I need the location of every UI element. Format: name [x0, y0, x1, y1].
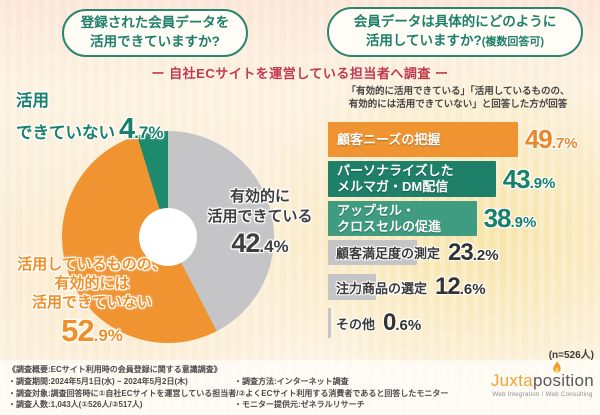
logo-tagline: Web Integration / Web Consulting — [492, 391, 593, 398]
bar-fill — [328, 308, 331, 338]
bubble-left-line1: 登録された会員データを — [80, 15, 230, 31]
bubble-right-note: (複数回答可) — [481, 36, 545, 48]
pie-label-not-used-line2: できていない — [16, 123, 115, 142]
survey-line1: 《調査概要:ECサイト利用時の会員登録に関する意識調査》 — [8, 365, 222, 374]
survey-line2: ・調査期間:2024年5月1日(水) ~ 2024年5月2日(木) ・調査方法:… — [8, 376, 349, 386]
question-bubble-right: 会員データは具体的にどのように 活用していますか?(複数回答可) — [327, 7, 583, 57]
survey-target-note: ー 自社ECサイトを運営している担当者へ調査 ー — [151, 66, 449, 81]
bar-row: 注力商品の選定 12.6% — [328, 273, 596, 300]
pie-label-not-used-line1: 活用 — [16, 92, 49, 110]
bar-fill: パーソナライズした メルマガ・DM配信 — [328, 161, 496, 197]
bubble-right-line1: 会員データは具体的にどのように — [353, 14, 557, 30]
survey-line4: ・調査人数:1,043人(①526人/②517人) ・モニター提供元:ゼネラルリ… — [8, 400, 365, 410]
pie-label-not-used: 活用 できていない 4.7% — [16, 92, 163, 147]
bar-row: その他 0.6% — [328, 308, 596, 338]
bar-fill: アップセル・ クロスセルの促進 — [328, 201, 477, 236]
bar-row: アップセル・ クロスセルの促進 38.9% — [328, 201, 596, 236]
logo-wordmark: Juxtaposition — [491, 361, 594, 389]
company-logo: Juxtaposition Web Integration / Web Cons… — [491, 361, 594, 398]
bar-row: 顧客ニーズの把握 49.7% — [328, 122, 596, 157]
bar-value: 23.2% — [448, 238, 499, 266]
survey-line3: ・調査対象:調査回答時に①自社ECサイトを運営している担当者/②よくECサイト利… — [8, 388, 449, 398]
pie-value-not-used: 4.7% — [119, 112, 164, 145]
question-bubble-left: 登録された会員データを 活用できていますか? — [62, 9, 248, 57]
bar-value: 43.9% — [502, 163, 556, 194]
bubble-left-line2: 活用できていますか? — [90, 34, 220, 49]
bar-value: 0.6% — [383, 309, 422, 336]
pie-label-effective: 有効的に 活用できている 42.4% — [207, 188, 313, 258]
bar-value: 49.7% — [524, 124, 578, 154]
pie-value-effective: 42.4% — [231, 228, 289, 258]
donut-chart — [62, 131, 274, 343]
bar-fill — [328, 240, 417, 265]
bar-fill — [328, 274, 377, 300]
pie-value-not-effective: 52.9% — [61, 313, 123, 349]
sample-size-label: (n=526人) — [548, 350, 594, 361]
bar-row: 顧客満足度の測定 23.2% — [328, 238, 596, 266]
bar-fill: 顧客ニーズの把握 — [328, 122, 518, 157]
bar-value: 38.9% — [483, 203, 537, 233]
flame-icon — [553, 361, 561, 373]
bubble-right-line2: 活用していますか?(複数回答可) — [365, 33, 545, 48]
bar-row: パーソナライズした メルマガ・DM配信 43.9% — [328, 161, 596, 197]
bar-value: 12.6% — [435, 273, 486, 300]
pie-label-not-effective: 活用しているものの、 有効的には 活用できていない 52.9% — [17, 256, 167, 349]
bar-chart-note: 「有効的に活用できている」「活用しているものの、 有効的には活用できていない」と… — [346, 86, 570, 111]
survey-details: 《調査概要:ECサイト利用時の会員登録に関する意識調査》 ・調査期間:2024年… — [8, 364, 488, 411]
